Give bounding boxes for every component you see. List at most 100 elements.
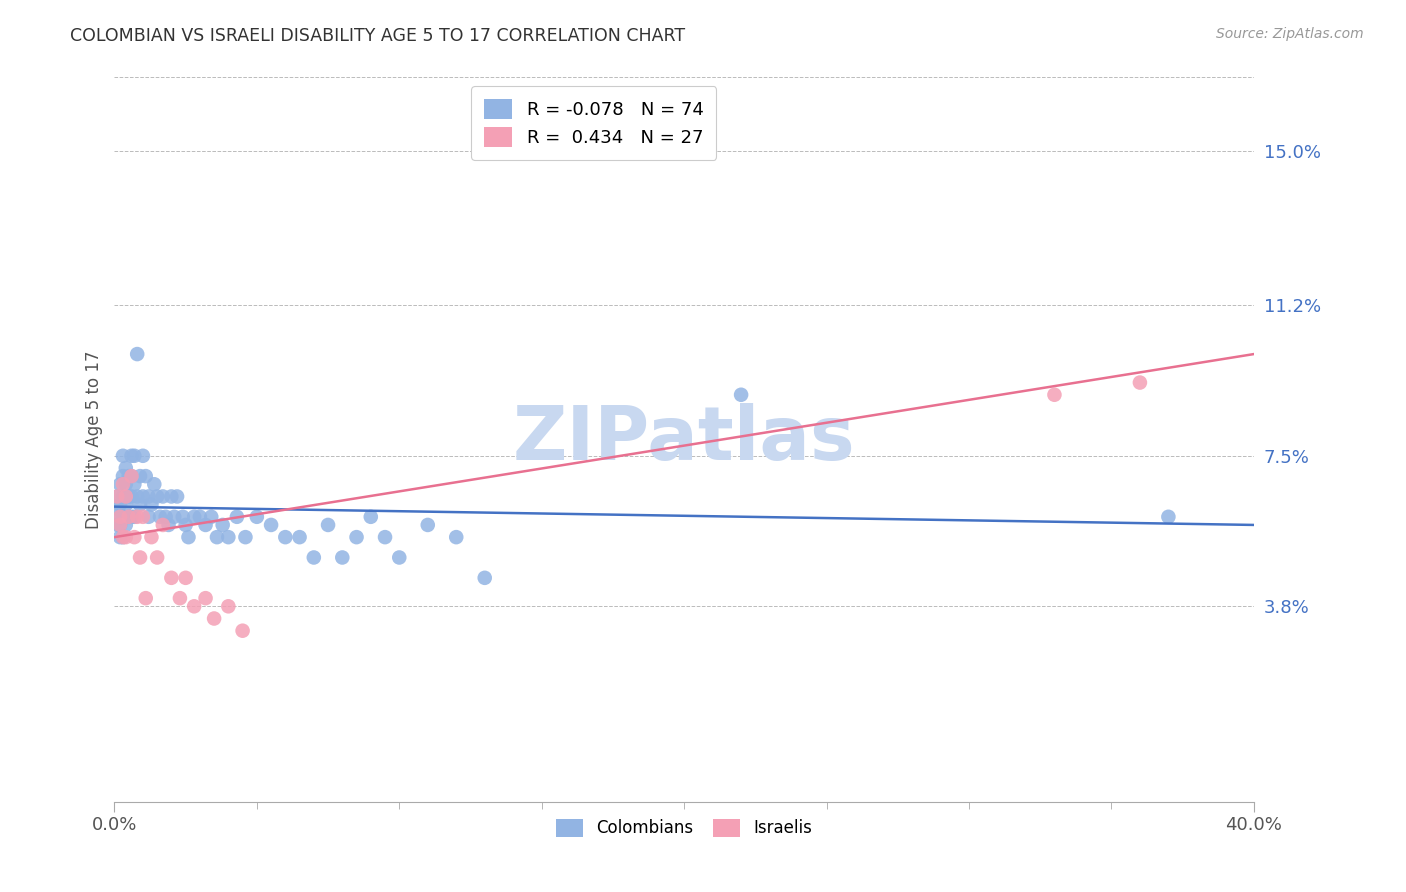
Point (108, 477, 131, 491)
Point (183, 509, 205, 524)
Point (132, 490, 155, 504)
Point (124, 477, 146, 491)
Point (118, 490, 141, 504)
Point (114, 477, 136, 491)
Point (135, 591, 157, 606)
Point (121, 469, 143, 483)
Point (302, 550, 325, 565)
Text: ZIPatlas: ZIPatlas (513, 403, 855, 476)
Point (111, 530, 134, 544)
Point (155, 509, 177, 524)
Point (141, 498, 163, 512)
Point (129, 550, 152, 565)
Point (105, 490, 128, 504)
Point (1129, 376, 1152, 390)
Point (108, 498, 131, 512)
Point (121, 490, 143, 504)
Point (194, 591, 217, 606)
Point (260, 517, 283, 532)
Point (225, 509, 247, 524)
Point (288, 530, 311, 544)
Point (108, 509, 131, 524)
Point (135, 469, 157, 483)
Point (114, 461, 136, 475)
Point (121, 449, 143, 463)
Point (124, 449, 146, 463)
Point (149, 509, 172, 524)
Point (194, 517, 217, 532)
Text: COLOMBIAN VS ISRAELI DISABILITY AGE 5 TO 17 CORRELATION CHART: COLOMBIAN VS ISRAELI DISABILITY AGE 5 TO… (70, 27, 686, 45)
Point (111, 509, 134, 524)
Point (172, 509, 194, 524)
Point (388, 550, 411, 565)
Point (138, 509, 160, 524)
Point (188, 509, 211, 524)
Point (177, 530, 200, 544)
Point (111, 449, 134, 463)
Point (143, 477, 166, 491)
Point (346, 530, 368, 544)
Legend: Colombians, Israelis: Colombians, Israelis (550, 812, 818, 844)
Point (160, 571, 183, 585)
Point (174, 517, 197, 532)
Point (174, 571, 197, 585)
Point (111, 477, 134, 491)
Text: Source: ZipAtlas.com: Source: ZipAtlas.com (1216, 27, 1364, 41)
Point (129, 469, 152, 483)
Point (1043, 388, 1066, 402)
Point (127, 490, 149, 504)
Point (127, 347, 149, 361)
Point (111, 530, 134, 544)
Point (474, 571, 496, 585)
Point (132, 509, 155, 524)
Point (124, 509, 146, 524)
Point (1157, 509, 1180, 524)
Point (169, 591, 191, 606)
Point (124, 530, 146, 544)
Point (183, 599, 205, 614)
Point (152, 517, 174, 532)
Point (132, 449, 155, 463)
Point (108, 509, 131, 524)
Point (114, 517, 136, 532)
Point (118, 469, 141, 483)
Point (166, 490, 188, 504)
Point (127, 509, 149, 524)
Point (444, 530, 467, 544)
Point (121, 469, 143, 483)
Point (111, 490, 134, 504)
Point (118, 509, 141, 524)
Point (235, 530, 257, 544)
Point (330, 550, 353, 565)
Point (232, 624, 254, 638)
Point (146, 490, 169, 504)
Point (202, 611, 225, 625)
Point (105, 501, 128, 516)
Point (160, 490, 183, 504)
Point (246, 509, 269, 524)
Point (360, 509, 382, 524)
Point (274, 530, 297, 544)
Point (157, 517, 180, 532)
Point (138, 490, 160, 504)
Point (217, 530, 239, 544)
Point (114, 498, 136, 512)
Point (105, 490, 128, 504)
Point (121, 509, 143, 524)
Point (105, 517, 128, 532)
Point (200, 509, 222, 524)
Point (129, 498, 152, 512)
Point (108, 517, 131, 532)
Point (416, 517, 439, 532)
Point (205, 530, 228, 544)
Point (217, 599, 239, 614)
Point (114, 490, 136, 504)
Point (211, 517, 233, 532)
Point (374, 530, 396, 544)
Point (141, 530, 163, 544)
Point (152, 490, 174, 504)
Y-axis label: Disability Age 5 to 17: Disability Age 5 to 17 (86, 351, 103, 529)
Point (114, 530, 136, 544)
Point (111, 469, 134, 483)
Point (108, 530, 131, 544)
